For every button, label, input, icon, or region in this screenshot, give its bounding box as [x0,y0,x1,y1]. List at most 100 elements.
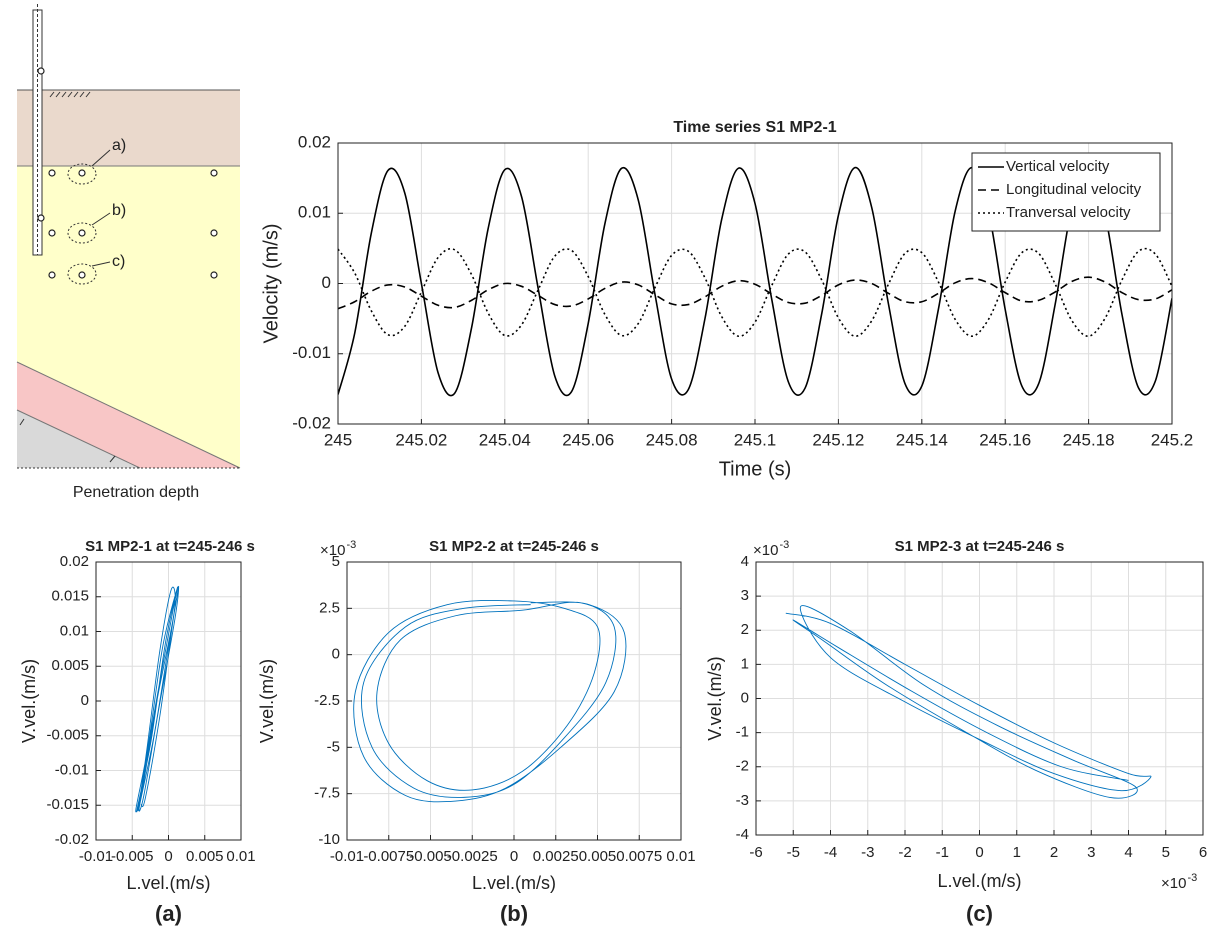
legend: Vertical velocity Longitudinal velocity Tr… [971,152,1161,232]
axis-multiplier: ×10 [753,542,778,559]
y-axis-label: Velocity (m/s) [260,223,282,343]
x-tick-label: 0.01 [666,848,695,865]
x-tick-label: -0.0075 [363,848,414,865]
sensor [48,271,56,279]
data-line [353,599,627,803]
data-line [338,276,1172,310]
axis-multiplier-exponent: -3 [779,539,789,551]
y-tick-label: -2 [736,758,749,775]
x-tick-label: 245.08 [646,430,698,449]
y-axis-label: V.vel.(m/s) [19,659,39,743]
y-axis-label: V.vel.(m/s) [257,659,277,743]
chart: 245 245.02 245.04 245.06 245.08 245.1 245.12 24… [260,119,1193,480]
x-tick-label: -1 [936,844,949,861]
sensors [37,67,218,279]
x-tick-label: 0 [975,844,983,861]
x-tick-label: 0 [510,848,518,865]
subfigure-caption: (c) [966,901,993,926]
data-line [338,247,1172,337]
x-axis-label: Time (s) [719,458,792,480]
legend-label: Tranversal velocity [1006,204,1131,221]
x-axis-label: L.vel.(m/s) [472,873,556,893]
y-tick-label: 0.005 [51,657,89,674]
sensor-label: c) [112,253,125,270]
x-tick-label: 245.02 [395,430,447,449]
sensor-label: a) [112,137,126,154]
x-tick-label: -0.0025 [447,848,498,865]
sensor [78,271,86,279]
x-tick-label: -0.005 [111,848,154,865]
x-tick-label: 4 [1124,844,1132,861]
chart: -6 -5 -4 -3 -2 -1 0 1 2 3 4 5 6 -4 -3 -2 -1 0 1 2 3 4 S1 MP2-3… [705,538,1207,926]
y-tick-label: -2.5 [314,692,340,709]
x-tick-label: 245.04 [479,430,531,449]
y-tick-label: -1 [736,724,749,741]
x-tick-label: -4 [824,844,837,861]
x-tick-label: 0.0025 [533,848,579,865]
sensor [210,229,218,237]
schematic-caption: Penetration depth [73,484,199,501]
sensor [78,169,86,177]
y-tick-label: 4 [741,553,749,570]
sensor [48,169,56,177]
sensor [37,214,45,222]
sensor-highlights [67,163,97,285]
y-tick-label: -0.01 [292,343,331,362]
x-tick-label: 2 [1050,844,1058,861]
x-tick-label: -5 [787,844,800,861]
y-tick-label: -0.005 [46,727,89,744]
sensor [210,271,218,279]
y-tick-label: 0 [332,646,340,663]
chart: -0.01-0.005 0 0.005 0.01-0.02-0.015-0.01-0.… [19,538,256,926]
x-tick-label: -0.01 [330,848,364,865]
x-tick-label: 245.12 [812,430,864,449]
x-tick-label: 1 [1013,844,1021,861]
y-tick-label: 0.02 [60,553,89,570]
plot-frame [337,142,1173,425]
sensor [210,169,218,177]
highlight [67,163,97,185]
x-tick-label: 245.2 [1151,430,1194,449]
y-tick-label: 1 [741,655,749,672]
x-tick-label: 245.1 [734,430,777,449]
y-tick-label: -3 [736,792,749,809]
plot-frame [95,561,242,841]
sensor [78,229,86,237]
x-tick-label: -0.01 [79,848,113,865]
x-tick-label: 3 [1087,844,1095,861]
legend-label: Longitudinal velocity [1006,181,1142,198]
y-tick-label: 0.01 [298,203,331,222]
data-line [785,605,1152,799]
data-line [338,166,1172,397]
y-tick-label: 0 [81,692,89,709]
y-tick-label: 0.01 [60,622,89,639]
y-axis-label: V.vel.(m/s) [705,656,725,740]
y-tick-label: -0.02 [55,831,89,848]
layer-boundary [16,409,141,469]
soil-layer-top [17,90,240,166]
x-tick-label: 245.06 [562,430,614,449]
plot-frame [755,561,1204,836]
x-tick-label: -3 [861,844,874,861]
y-tick-label: -5 [327,738,340,755]
y-tick-label: -7.5 [314,785,340,802]
schematic: a) b) c) Penetration depth [16,4,241,501]
chart-title: Time series S1 MP2-1 [673,119,836,136]
x-tick-label: 0.01 [226,848,255,865]
data-line [135,585,180,813]
x-tick-label: 245 [324,430,352,449]
chart-title: S1 MP2-3 at t=245-246 s [895,538,1065,555]
y-tick-label: 2 [741,621,749,638]
y-tick-label: -10 [318,831,340,848]
y-tick-label: 5 [332,553,340,570]
y-tick-label: 0 [322,273,331,292]
sensor [48,229,56,237]
chart: -0.01 -0.0075-0.005-0.0025 0 0.0025 0.005 0.0… [257,538,696,926]
hatch [49,91,91,98]
x-tick-label: 6 [1199,844,1207,861]
legend-label: Vertical velocity [1006,158,1110,175]
axis-multiplier: ×10 [320,542,345,559]
y-tick-label: -0.02 [292,413,331,432]
